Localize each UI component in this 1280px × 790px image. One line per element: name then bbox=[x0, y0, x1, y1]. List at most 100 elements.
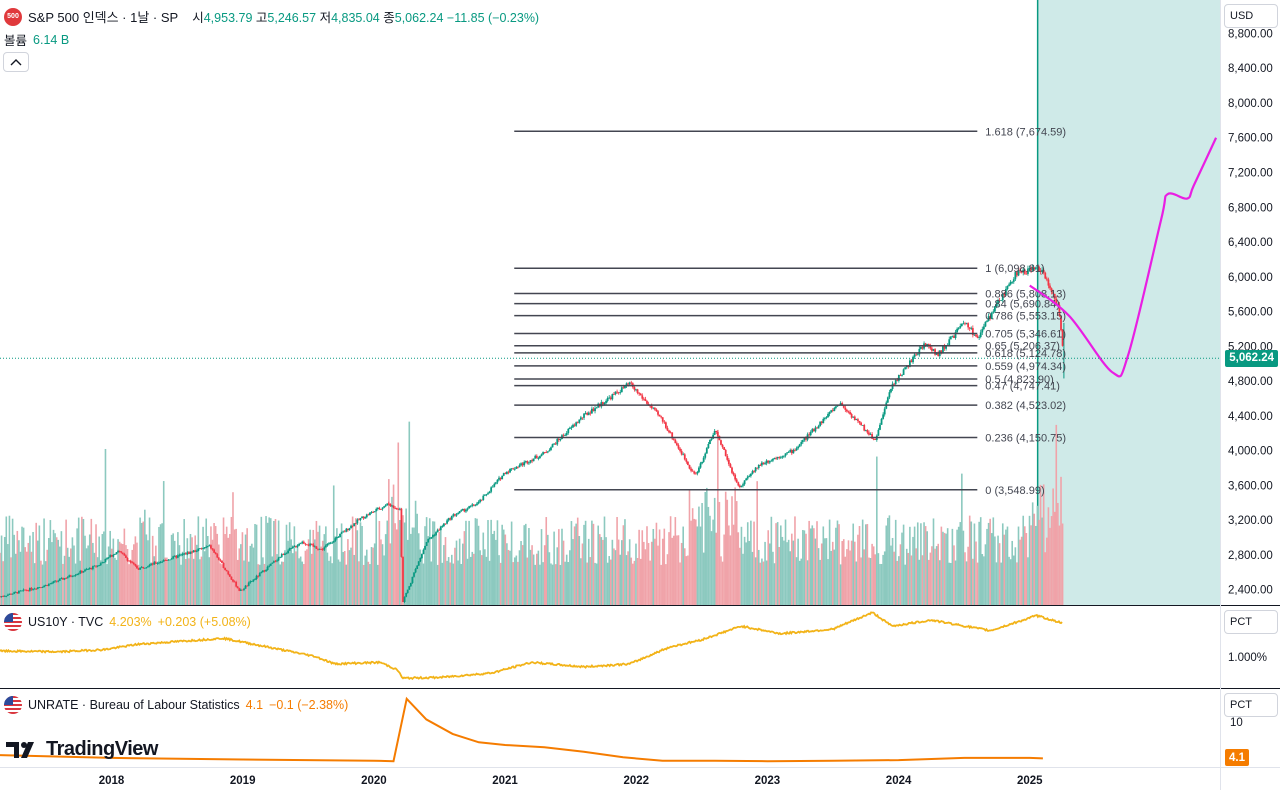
volume-bar bbox=[59, 546, 61, 605]
volume-bar bbox=[762, 561, 765, 605]
candle-body bbox=[982, 326, 985, 330]
candle-body bbox=[868, 432, 870, 435]
candle-body bbox=[189, 551, 192, 554]
tradingview-logo[interactable]: TradingView bbox=[6, 738, 158, 761]
candle-body bbox=[71, 576, 74, 578]
volume-bar bbox=[521, 545, 524, 605]
price-axis[interactable]: 2,400.00 2,800.00 3,200.00 3,600.00 4,000.00… bbox=[1228, 28, 1273, 596]
volume-bar bbox=[110, 548, 113, 605]
candle-body bbox=[775, 457, 777, 459]
volume-bar bbox=[564, 561, 566, 605]
volume-bar bbox=[238, 548, 241, 605]
candle-body bbox=[447, 518, 450, 521]
candle-body bbox=[90, 567, 93, 570]
candle-body bbox=[554, 443, 557, 445]
fibonacci-retracement[interactable]: 0 (3,548.99) 0.236 (4,150.75) 0.382 (4,523… bbox=[514, 126, 1066, 497]
volume-bar bbox=[702, 552, 705, 605]
candle-body bbox=[1020, 270, 1023, 273]
candle-body bbox=[861, 424, 864, 426]
candle-body bbox=[186, 552, 189, 555]
unrate-title[interactable]: UNRATE · Bureau of Labour Statistics bbox=[28, 698, 240, 712]
time-axis[interactable]: 2018 2019 2020 2021 2022 2023 2024 2025 bbox=[99, 775, 1043, 787]
candle-body bbox=[664, 422, 667, 428]
volume-bar bbox=[820, 543, 823, 605]
volume-bar bbox=[0, 535, 3, 605]
collapse-legend-button[interactable] bbox=[3, 52, 29, 72]
us10y-unit-button[interactable]: PCT bbox=[1224, 610, 1278, 634]
unrate-unit-button[interactable]: PCT bbox=[1224, 693, 1278, 717]
volume-bar bbox=[632, 563, 634, 605]
projection-path[interactable] bbox=[1029, 137, 1218, 378]
candle-body bbox=[849, 412, 851, 415]
candle-body bbox=[383, 506, 386, 508]
fib-level-label: 0.559 (4,974.34) bbox=[985, 361, 1066, 373]
volume-bar bbox=[268, 517, 270, 605]
main-pane[interactable] bbox=[0, 0, 1220, 605]
volume-bar bbox=[203, 551, 206, 605]
volume-bar bbox=[688, 489, 691, 605]
candle-body bbox=[169, 559, 171, 561]
price-axis-label: 8,000.00 bbox=[1228, 98, 1273, 110]
volume-bar bbox=[765, 560, 768, 605]
candle-body bbox=[685, 459, 688, 462]
candle-body bbox=[280, 554, 283, 557]
candle-body bbox=[203, 547, 206, 549]
candle-body bbox=[217, 557, 220, 560]
candle-body bbox=[112, 554, 115, 557]
volume-bar bbox=[133, 544, 135, 605]
volume-bar bbox=[745, 542, 747, 605]
candle-body bbox=[10, 593, 12, 595]
candle-body bbox=[350, 525, 352, 529]
volume-bar bbox=[603, 516, 606, 605]
volume-bar bbox=[145, 534, 148, 605]
volume-bar bbox=[899, 544, 902, 605]
candle-body bbox=[433, 534, 436, 536]
candle-body bbox=[455, 514, 458, 516]
candle-body bbox=[965, 323, 968, 325]
volume-bar bbox=[155, 545, 157, 605]
volume-bar bbox=[254, 524, 256, 605]
volume-bar bbox=[422, 563, 425, 605]
volume-bar bbox=[676, 535, 678, 605]
candle-body bbox=[498, 477, 500, 480]
candle-body bbox=[449, 518, 452, 520]
volume-bar bbox=[694, 519, 697, 605]
volume-bar bbox=[888, 515, 891, 605]
sp500-badge-icon: 500 bbox=[4, 7, 22, 26]
main-title[interactable]: S&P 500 인덱스 · 1날 · SP bbox=[28, 10, 179, 25]
us10y-title[interactable]: US10Y · TVC bbox=[28, 615, 104, 629]
volume-bar bbox=[507, 549, 510, 605]
candle-body bbox=[981, 329, 984, 333]
candle-body bbox=[181, 554, 184, 556]
volume-bar bbox=[199, 559, 201, 605]
currency-button[interactable]: USD bbox=[1224, 4, 1278, 28]
us10y-value: 4.203% bbox=[109, 615, 152, 629]
volume-bar bbox=[27, 542, 30, 605]
volume-bar bbox=[913, 526, 916, 605]
volume-bar bbox=[781, 536, 784, 605]
candle-body bbox=[1031, 267, 1034, 271]
candle-body bbox=[568, 427, 571, 429]
volume-bar bbox=[471, 551, 474, 605]
us-flag-icon bbox=[4, 696, 22, 714]
volume-bar bbox=[3, 536, 6, 605]
volume-bar bbox=[532, 554, 535, 605]
candle-body bbox=[271, 562, 274, 564]
volume-bar bbox=[131, 549, 134, 605]
candle-body bbox=[260, 572, 263, 574]
candle-body bbox=[860, 422, 862, 426]
candle-body bbox=[356, 519, 359, 524]
candle-body bbox=[295, 546, 297, 548]
candle-body bbox=[913, 354, 916, 357]
volume-bar bbox=[548, 552, 551, 605]
candle-body bbox=[1041, 269, 1044, 272]
candle-body bbox=[579, 417, 582, 420]
volume-bar bbox=[1003, 534, 1006, 605]
volume-bar bbox=[550, 563, 552, 605]
price-axis-label: 8,800.00 bbox=[1228, 28, 1273, 40]
candle-body bbox=[131, 562, 134, 564]
volume-bar bbox=[518, 550, 521, 605]
volume-bar bbox=[983, 556, 985, 605]
candle-body bbox=[332, 541, 335, 543]
